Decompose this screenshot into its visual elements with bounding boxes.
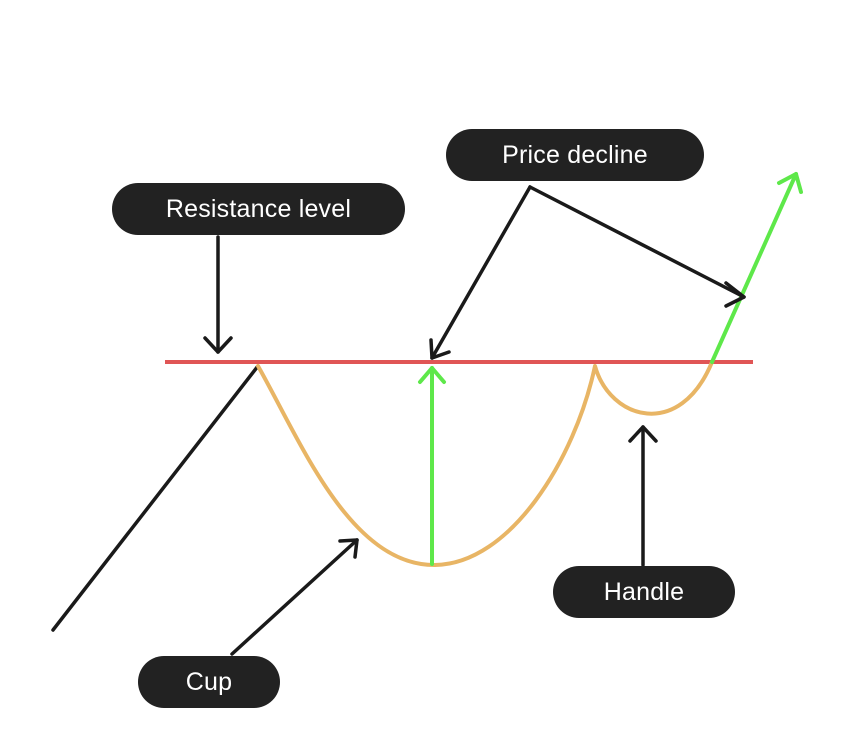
breakout-arrow — [710, 172, 803, 364]
cup-label: Cup — [138, 656, 280, 708]
price-decline-arrow-left — [429, 185, 532, 360]
resistance-pointer-arrow — [203, 235, 233, 354]
resistance-level-label: Resistance level — [112, 183, 405, 235]
cup-and-handle-curve — [256, 360, 714, 568]
handle-label: Handle — [553, 566, 735, 618]
price-decline-arrow-right — [528, 185, 746, 308]
price-decline-label: Price decline — [446, 129, 704, 181]
prior-uptrend-line — [51, 364, 260, 632]
cup-depth-arrow — [418, 366, 446, 566]
cup-pointer-arrow — [230, 538, 359, 656]
handle-pointer-arrow — [628, 425, 658, 567]
